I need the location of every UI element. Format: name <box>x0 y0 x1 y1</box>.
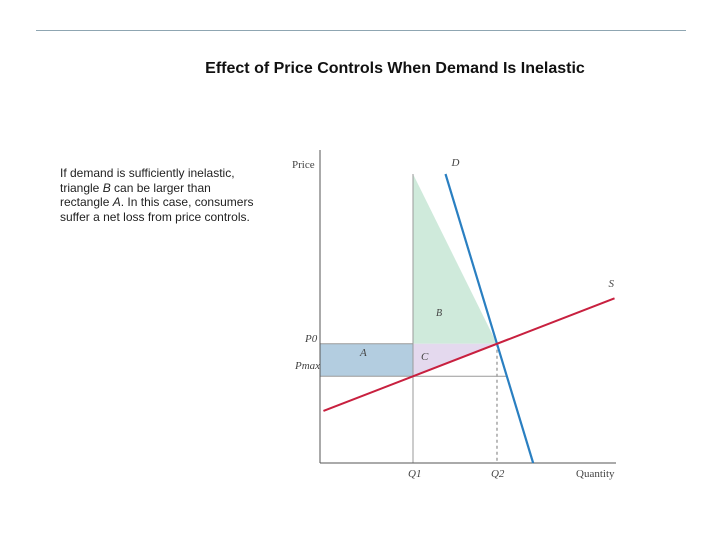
slide-title: Effect of Price Controls When Demand Is … <box>205 60 585 77</box>
p0-tick-label: P0 <box>304 333 318 345</box>
caption-part: . In this case, consumers suffer a net l… <box>60 195 254 224</box>
region-a-label: A <box>359 347 367 359</box>
caption-part: A <box>112 195 121 209</box>
demand-label: D <box>451 157 460 169</box>
q2-tick-label: Q2 <box>491 468 505 480</box>
pmax-tick-label: Pmax <box>294 360 320 372</box>
top-rule <box>36 30 686 31</box>
y-axis-label: Price <box>292 159 315 171</box>
x-axis-label: Quantity <box>576 468 615 480</box>
caption-part: B <box>102 180 111 195</box>
caption-text: If demand is sufficiently inelastic, tri… <box>60 166 260 224</box>
caption-part: can be larger than rectangle <box>60 180 211 210</box>
triangle-b-region <box>413 174 497 344</box>
supply-label: S <box>609 278 615 290</box>
demand-curve <box>444 173 535 464</box>
q1-tick-label: Q1 <box>408 468 421 480</box>
rectangle-a-region <box>320 343 413 377</box>
caption-part: If demand is sufficiently inelastic, tri… <box>60 166 235 195</box>
region-c-label: C <box>421 351 429 363</box>
supply-curve <box>323 297 615 412</box>
region-b-label: B <box>436 308 442 319</box>
